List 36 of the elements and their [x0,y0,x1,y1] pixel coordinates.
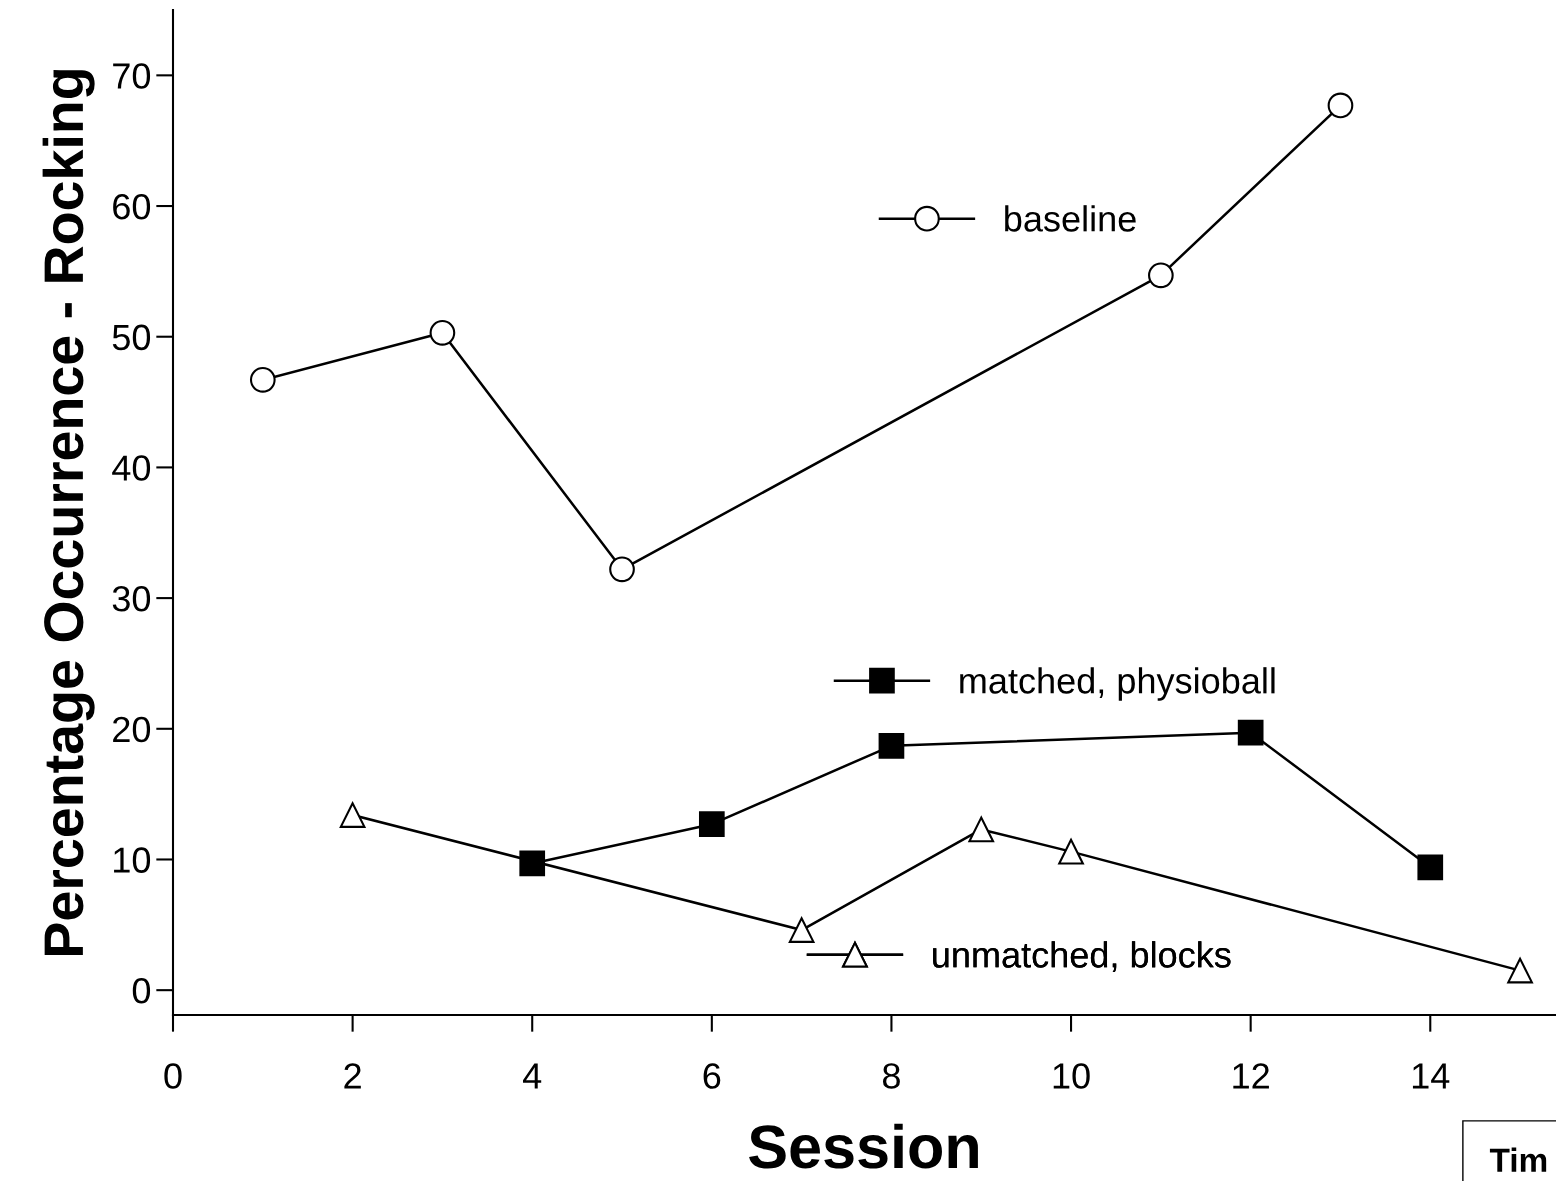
x-tick-label: 2 [344,1063,361,1089]
point [1327,92,1354,119]
point [249,367,276,393]
x-tick-label: 6 [703,1063,721,1089]
point [968,816,995,843]
point [878,732,905,759]
x-tick-label: 8 [882,1063,900,1089]
y-tick-label: 0 [132,978,151,1004]
legend-label: matched, physioball [960,667,1275,701]
x-tick-label: 4 [523,1063,542,1089]
point [1417,854,1444,881]
x-tick-label: 0 [164,1063,182,1089]
legend-label: baseline [1005,205,1136,232]
legend-label: unmatched, blocks [933,941,1231,972]
text: Tim [1489,1147,1547,1172]
y-tick-label: 60 [113,193,151,220]
point [1058,838,1084,865]
point [339,802,366,828]
y-tick-label: 40 [112,455,151,481]
y-tick-label: 50 [112,324,151,351]
point [1148,262,1174,289]
point [788,917,815,943]
y-axis-title: Percentage Occurrence - Rocking [42,70,95,955]
point [429,319,456,346]
point [609,556,635,583]
point [1237,719,1264,746]
point [698,811,725,838]
x-tick-label: 10 [1053,1063,1090,1089]
x-tick-label: 12 [1233,1063,1269,1089]
y-tick-label: 70 [113,63,151,89]
x-axis-title: Session [749,1123,978,1169]
y-tick-label: 10 [114,847,151,873]
x-tick-label: 14 [1412,1063,1450,1089]
y-tick-label: 20 [113,716,151,743]
point [1507,957,1533,984]
y-tick-label: 30 [112,585,151,612]
